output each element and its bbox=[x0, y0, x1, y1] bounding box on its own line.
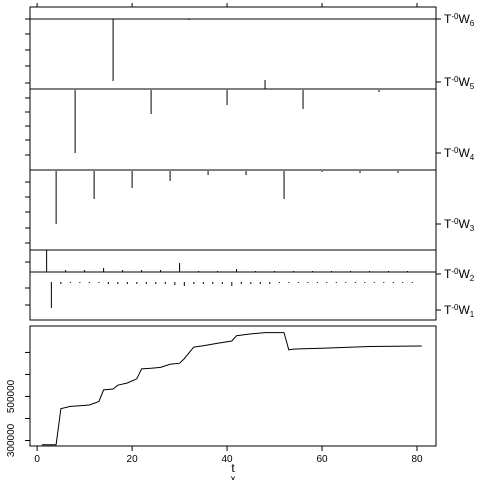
x-tick-label-2: 20 bbox=[127, 454, 139, 465]
x-tick-label-5: 80 bbox=[411, 454, 423, 465]
y-tick-label-1: 300000 bbox=[6, 423, 17, 457]
y-tick-label-2: 500000 bbox=[6, 379, 17, 413]
wavelet-panel: T-0W6 T-0W5 T-0W4 T-0W3 T-0W2 T-0W1 bbox=[25, 3, 475, 321]
series-panel: 0 20 40 60 80 300000 500000 tx bbox=[6, 325, 437, 480]
extra-label: x bbox=[231, 474, 236, 480]
series-label-w1: T-0W1 bbox=[444, 303, 475, 319]
series-label-w4: T-0W4 bbox=[444, 146, 475, 162]
wavelet-frame bbox=[29, 6, 437, 321]
series-label-w6: T-0W6 bbox=[444, 12, 475, 28]
series-label-w5: T-0W5 bbox=[444, 75, 475, 91]
x-axis-label: t bbox=[231, 461, 235, 475]
x-tick-label-3: 40 bbox=[222, 454, 234, 465]
series-label-w3: T-0W3 bbox=[444, 217, 475, 233]
x-tick-label-4: 60 bbox=[316, 454, 328, 465]
x-tick-label-1: 0 bbox=[34, 454, 40, 465]
series-line bbox=[41, 332, 422, 446]
series-label-w2: T-0W2 bbox=[444, 267, 475, 283]
series-frame bbox=[29, 325, 437, 447]
